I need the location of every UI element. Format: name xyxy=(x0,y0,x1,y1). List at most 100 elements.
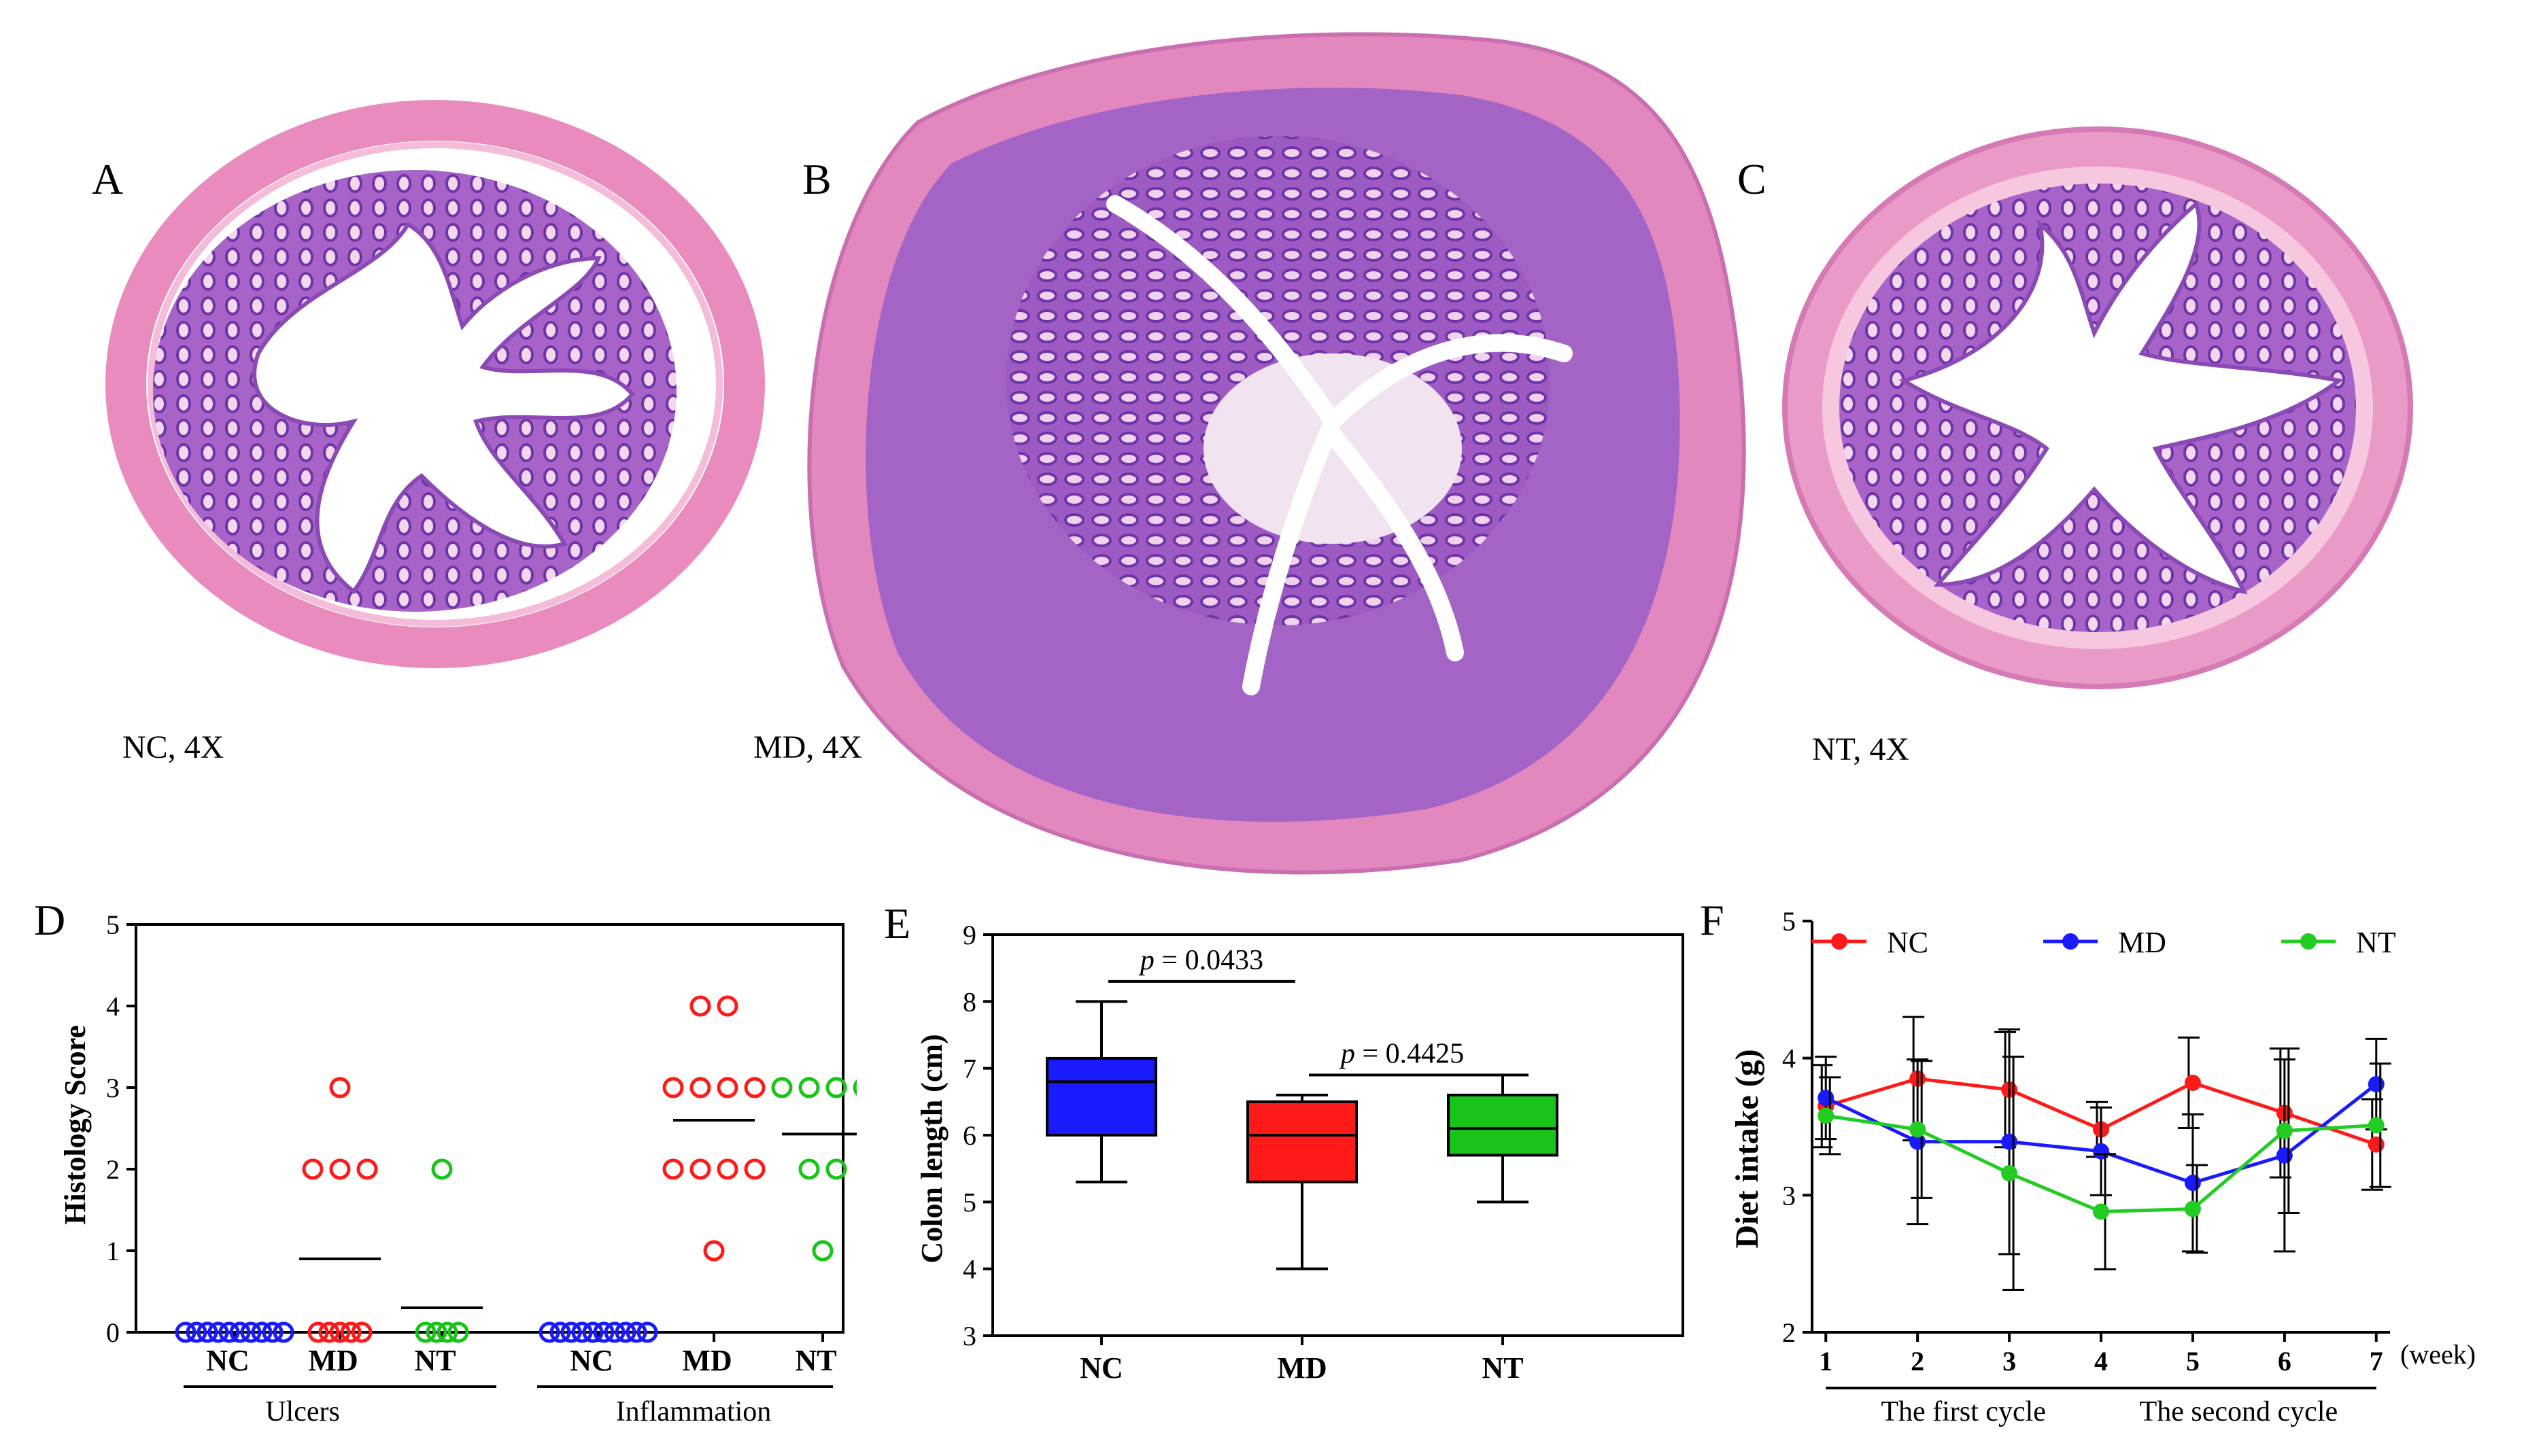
y-tick-label: 5 xyxy=(106,909,120,940)
data-point xyxy=(240,1321,262,1343)
data-point xyxy=(560,1321,582,1343)
data-point xyxy=(717,995,738,1017)
x-tick-label: MD xyxy=(308,1344,358,1377)
legend-label: MD xyxy=(2118,926,2166,959)
data-point xyxy=(2093,1143,2109,1160)
panel-d-letter: D xyxy=(34,896,65,944)
y-tick-label: 8 xyxy=(963,986,976,1017)
data-point xyxy=(812,1240,834,1262)
data-point xyxy=(2001,1165,2018,1182)
y-axis-label: Histology Score xyxy=(58,1025,92,1225)
data-point xyxy=(798,1158,820,1180)
data-point xyxy=(2368,1117,2385,1134)
p-value: = 0.0433 xyxy=(1155,945,1263,976)
box xyxy=(1046,1056,1157,1137)
data-point xyxy=(689,1077,711,1098)
y-tick-label: 3 xyxy=(1782,1180,1796,1211)
plot-frame xyxy=(135,923,844,1334)
panel-e-letter: E xyxy=(884,899,910,948)
x-tick-label: 4 xyxy=(2094,1346,2108,1376)
data-point xyxy=(351,1321,373,1343)
y-tick-label: 5 xyxy=(963,1187,976,1217)
data-point xyxy=(262,1321,284,1343)
plot-area: 0 1 2 3 4 5 NC MD NT NC MD NT Ulcers Inflammation xyxy=(106,909,844,1427)
data-point xyxy=(604,1321,626,1343)
panel-b-caption: MD, 4X xyxy=(753,729,862,765)
data-point xyxy=(437,1321,458,1343)
y-tick-label: 6 xyxy=(963,1120,976,1151)
colon-length-box-plot: E Colon length (cm) 3 4 5 6 7 8 9 NC MD NT p = 0.… xyxy=(884,899,1684,1385)
data-point xyxy=(549,1321,571,1343)
y-axis-label: Colon length (cm) xyxy=(915,1034,949,1263)
data-point xyxy=(798,1077,820,1098)
data-point xyxy=(1817,1107,1834,1124)
y-tick-label: 5 xyxy=(1782,906,1796,937)
data-point xyxy=(318,1321,340,1343)
data-point xyxy=(744,1077,766,1098)
data-point xyxy=(307,1321,329,1343)
data-point xyxy=(2368,1075,2385,1092)
data-point xyxy=(302,1158,324,1180)
data-point xyxy=(2368,1136,2385,1153)
legend-label: NT xyxy=(2356,926,2396,959)
x-tick-label: NT xyxy=(1482,1351,1523,1385)
data-point xyxy=(2001,1133,2018,1150)
x-tick-label: 2 xyxy=(1911,1346,1924,1376)
histology-score-scatter-chart: D Histology Score 0 1 2 3 4 5 NC MD NT NC MD NT Ulce… xyxy=(34,896,857,1427)
plot-area: 3 4 5 6 7 8 9 NC MD NT xyxy=(963,920,1684,1385)
data-point xyxy=(636,1321,658,1343)
y-tick-label: 0 xyxy=(106,1317,120,1348)
data-point xyxy=(2093,1203,2109,1220)
panel-c-caption: NT, 4X xyxy=(1812,731,1909,767)
panel-a-letter: A xyxy=(92,155,123,203)
panel-b-letter: B xyxy=(802,155,832,203)
data-point xyxy=(626,1321,647,1343)
panel-c-histology-image: C NT, 4X xyxy=(1737,126,2413,767)
data-point xyxy=(2184,1175,2201,1192)
data-marks xyxy=(1811,1016,2391,1291)
panel-f-letter: F xyxy=(1700,896,1724,944)
y-tick-label: 7 xyxy=(963,1054,976,1084)
data-point xyxy=(703,1240,725,1262)
x-tick-label: NC xyxy=(570,1344,613,1377)
section-label: Inflammation xyxy=(616,1396,772,1427)
data-point xyxy=(825,1158,847,1180)
legend-label: NC xyxy=(1887,926,1928,959)
data-point xyxy=(662,1077,684,1098)
data-point xyxy=(2184,1200,2201,1217)
data-point xyxy=(689,995,711,1017)
x-tick-label: NT xyxy=(414,1344,456,1377)
x-tick-label: NT xyxy=(795,1344,836,1377)
panel-b-histology-image: B MD, 4X xyxy=(753,32,1746,875)
data-point xyxy=(273,1321,294,1343)
data-point xyxy=(218,1321,240,1343)
cycle-label: The first cycle xyxy=(1881,1396,2046,1427)
data-point xyxy=(825,1077,847,1098)
x-axis-unit: (week) xyxy=(2400,1339,2476,1370)
data-point xyxy=(175,1321,197,1343)
legend-marker xyxy=(2300,933,2317,950)
data-point xyxy=(2276,1147,2293,1164)
y-tick-label: 2 xyxy=(106,1154,120,1185)
data-point xyxy=(571,1321,593,1343)
data-point xyxy=(329,1158,351,1180)
legend: NC MD NT xyxy=(1812,926,2396,959)
data-point xyxy=(329,1321,351,1343)
data-point xyxy=(717,1158,738,1180)
data-point xyxy=(1817,1090,1834,1107)
x-tick-label: 6 xyxy=(2278,1346,2291,1376)
x-tick-label: MD xyxy=(682,1344,732,1377)
p-value-label: p = 0.0433 xyxy=(1138,945,1263,976)
data-point xyxy=(229,1321,251,1343)
data-point xyxy=(539,1321,560,1343)
data-point xyxy=(771,1077,793,1098)
data-point xyxy=(582,1321,604,1343)
data-point xyxy=(197,1321,218,1343)
cycle-label: The second cycle xyxy=(2140,1396,2338,1427)
y-tick-label: 2 xyxy=(1782,1317,1796,1348)
data-point xyxy=(340,1321,362,1343)
y-axis-label: Diet intake (g) xyxy=(1729,1049,1765,1248)
data-point xyxy=(356,1158,378,1180)
